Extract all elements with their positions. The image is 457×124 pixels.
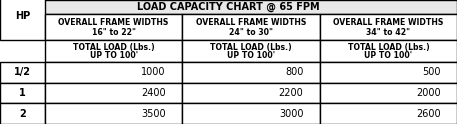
Text: 16" to 22": 16" to 22"	[91, 28, 136, 37]
Bar	[182, 62, 320, 83]
Text: UP TO 100': UP TO 100'	[227, 51, 275, 60]
Text: TOTAL LOAD (Lbs.): TOTAL LOAD (Lbs.)	[73, 43, 154, 52]
Text: UP TO 100': UP TO 100'	[90, 51, 138, 60]
Text: 1000: 1000	[141, 67, 166, 77]
Bar	[0, 0, 457, 14]
Bar	[320, 83, 457, 103]
Text: 500: 500	[422, 67, 441, 77]
Bar	[182, 83, 320, 103]
Bar	[320, 14, 457, 40]
Text: LOAD CAPACITY CHART @ 65 FPM: LOAD CAPACITY CHART @ 65 FPM	[137, 2, 320, 12]
Text: HP: HP	[15, 11, 30, 21]
Bar	[182, 14, 320, 40]
Bar	[182, 40, 320, 62]
Bar	[0, 83, 45, 103]
Text: TOTAL LOAD (Lbs.): TOTAL LOAD (Lbs.)	[348, 43, 429, 52]
Bar	[0, 0, 45, 40]
Text: 3500: 3500	[141, 109, 166, 119]
Bar	[45, 40, 182, 62]
Text: UP TO 100': UP TO 100'	[364, 51, 413, 60]
Bar	[320, 62, 457, 83]
Bar	[45, 83, 182, 103]
Bar	[320, 40, 457, 62]
Text: TOTAL LOAD (Lbs.): TOTAL LOAD (Lbs.)	[210, 43, 292, 52]
Text: 1: 1	[19, 88, 26, 98]
Text: 3000: 3000	[279, 109, 303, 119]
Text: 2600: 2600	[416, 109, 441, 119]
Bar	[182, 103, 320, 124]
Bar	[0, 62, 45, 83]
Text: OVERALL FRAME WIDTHS: OVERALL FRAME WIDTHS	[58, 18, 169, 27]
Text: 2000: 2000	[416, 88, 441, 98]
Text: 24" to 30": 24" to 30"	[229, 28, 273, 37]
Text: 2: 2	[19, 109, 26, 119]
Text: 34" to 42": 34" to 42"	[367, 28, 410, 37]
Bar	[45, 14, 182, 40]
Bar	[45, 103, 182, 124]
Text: 800: 800	[285, 67, 303, 77]
Bar	[320, 103, 457, 124]
Text: 2400: 2400	[141, 88, 166, 98]
Bar	[0, 103, 45, 124]
Text: 1/2: 1/2	[14, 67, 31, 77]
Bar	[45, 62, 182, 83]
Text: OVERALL FRAME WIDTHS: OVERALL FRAME WIDTHS	[333, 18, 444, 27]
Text: 2200: 2200	[279, 88, 303, 98]
Text: OVERALL FRAME WIDTHS: OVERALL FRAME WIDTHS	[196, 18, 306, 27]
